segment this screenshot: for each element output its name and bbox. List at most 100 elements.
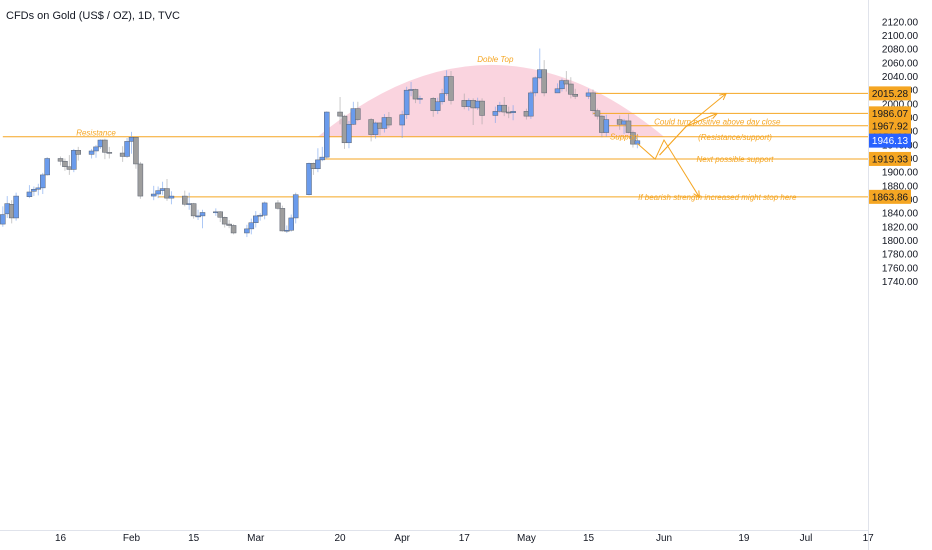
time-axis[interactable]: 16 Feb 15 Mar 20 Apr 17 May 15 Jun 19 Jul 17 bbox=[0, 530, 874, 545]
price-axis[interactable]: 1740.00 1760.00 1780.00 1800.00 1820.00 1840.… bbox=[868, 0, 919, 550]
candle-body bbox=[528, 92, 534, 117]
candle bbox=[563, 71, 570, 92]
candle-body bbox=[124, 141, 130, 157]
candle bbox=[559, 78, 565, 92]
annotation-label: If bearish strength increased might stop… bbox=[638, 193, 797, 202]
price-tick-label: 1880.00 bbox=[882, 181, 919, 192]
time-tick-label: 15 bbox=[188, 533, 200, 544]
candle-body bbox=[346, 124, 352, 144]
candle-body bbox=[71, 150, 77, 170]
candle-body bbox=[634, 140, 641, 145]
time-tick-label: Mar bbox=[247, 533, 265, 544]
candle-body bbox=[75, 150, 81, 155]
candle bbox=[439, 88, 445, 105]
candle-body bbox=[164, 188, 170, 199]
candle-body bbox=[44, 158, 50, 176]
candle bbox=[284, 225, 290, 233]
price-tick-label: 1780.00 bbox=[882, 250, 919, 261]
time-tick-label: May bbox=[517, 533, 536, 544]
candle bbox=[275, 200, 281, 210]
price-tick-label: 2120.00 bbox=[882, 17, 919, 28]
candle-body bbox=[603, 119, 610, 133]
candle bbox=[226, 219, 232, 229]
price-tick-label: 1760.00 bbox=[882, 263, 919, 274]
candle-body bbox=[279, 208, 286, 232]
candle bbox=[319, 146, 326, 162]
price-tick-label: 1840.00 bbox=[882, 209, 919, 220]
candle bbox=[315, 148, 321, 173]
candle bbox=[44, 157, 50, 176]
candle bbox=[40, 172, 46, 195]
price-tick-label: 2040.00 bbox=[882, 72, 919, 83]
candle-body bbox=[403, 89, 410, 116]
annotation-label: Next possible support bbox=[697, 155, 775, 164]
level-price-badge bbox=[869, 86, 911, 101]
candle-body bbox=[226, 223, 232, 226]
candle-body bbox=[590, 92, 596, 111]
time-tick-label: Jun bbox=[656, 533, 672, 544]
candle bbox=[257, 213, 263, 221]
candle bbox=[31, 186, 37, 197]
projection-arrows bbox=[637, 92, 728, 199]
candle-body bbox=[284, 229, 290, 232]
candle bbox=[372, 121, 379, 139]
candle bbox=[510, 105, 516, 121]
candle bbox=[532, 76, 539, 97]
current-price-badge bbox=[869, 133, 911, 148]
annotations: Doble Top Resistance Support Could turn pos… bbox=[76, 55, 797, 202]
candle bbox=[492, 106, 499, 123]
candle-body bbox=[106, 152, 113, 154]
candle-body bbox=[40, 174, 46, 189]
price-tick-label: 1800.00 bbox=[882, 236, 919, 247]
time-tick-label: 15 bbox=[583, 533, 595, 544]
candle bbox=[554, 83, 561, 94]
candle-body bbox=[594, 110, 601, 117]
candle bbox=[71, 148, 77, 173]
candle-body bbox=[199, 212, 206, 217]
candle bbox=[124, 137, 130, 158]
time-tick-label: 20 bbox=[335, 533, 347, 544]
candle-body bbox=[355, 108, 361, 120]
candle-body bbox=[434, 101, 441, 111]
candle bbox=[199, 209, 206, 229]
candle-body bbox=[417, 98, 423, 100]
arrow-head bbox=[710, 112, 719, 119]
candle bbox=[102, 138, 108, 160]
candle-body bbox=[386, 117, 392, 126]
level-price-label: 1986.07 bbox=[872, 109, 909, 120]
candle bbox=[106, 146, 113, 159]
candle bbox=[568, 77, 574, 99]
candle bbox=[479, 98, 485, 125]
candle-body bbox=[0, 214, 6, 225]
candle-body bbox=[568, 83, 574, 95]
price-tick-label: 1900.00 bbox=[882, 168, 919, 179]
candle-body bbox=[541, 69, 547, 94]
candle-body bbox=[102, 139, 108, 153]
candle-body bbox=[399, 114, 405, 126]
candle-body bbox=[31, 188, 37, 192]
candle bbox=[572, 88, 578, 100]
candle bbox=[164, 178, 170, 201]
annotation-label: (Resistance/support) bbox=[698, 133, 772, 142]
candle-body bbox=[253, 215, 259, 223]
candle-body bbox=[625, 120, 632, 133]
candle-body bbox=[221, 217, 228, 225]
candle bbox=[403, 86, 410, 119]
candle bbox=[292, 192, 299, 224]
candle-body bbox=[137, 163, 144, 197]
candle-body bbox=[13, 195, 19, 219]
candle bbox=[590, 89, 596, 115]
annotation-label: Could turn positive above day close bbox=[654, 117, 781, 126]
candle-body bbox=[261, 202, 268, 216]
candle bbox=[261, 201, 268, 220]
candle bbox=[603, 114, 610, 137]
candle-body bbox=[190, 203, 197, 217]
candle bbox=[182, 190, 188, 207]
candle-body bbox=[315, 159, 321, 169]
candle-body bbox=[412, 89, 419, 100]
candle-body bbox=[248, 222, 255, 230]
price-tick-label: 2100.00 bbox=[882, 31, 919, 42]
candle bbox=[62, 158, 68, 171]
price-tick-label: 2060.00 bbox=[882, 58, 919, 69]
